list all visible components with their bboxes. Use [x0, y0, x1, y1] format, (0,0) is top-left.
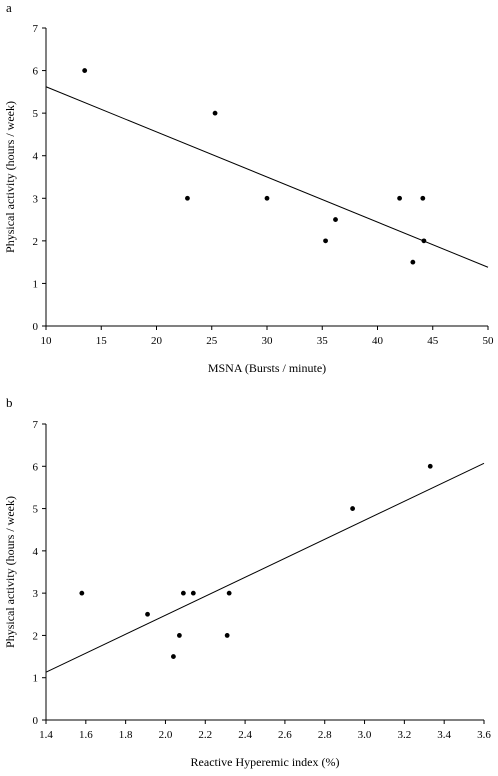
panel-b-y-axis-title: Physical activity (hours / week) [3, 496, 17, 648]
y-tick-label: 5 [33, 108, 39, 120]
y-tick-label: 2 [33, 630, 39, 642]
data-point [421, 238, 427, 244]
y-tick-label: 3 [33, 193, 39, 205]
x-tick-label: 15 [96, 335, 108, 347]
y-tick-label: 6 [33, 66, 39, 78]
y-tick-label: 7 [33, 23, 39, 35]
data-point [180, 590, 186, 596]
x-tick-label: 30 [262, 335, 274, 347]
data-point [264, 195, 270, 201]
data-point [226, 590, 232, 596]
x-tick-label: 10 [41, 335, 53, 347]
x-tick-label: 25 [206, 335, 218, 347]
panel-a-y-axis-title: Physical activity (hours / week) [3, 101, 17, 253]
x-tick-label: 1.6 [79, 729, 93, 741]
y-tick-label: 3 [33, 588, 39, 600]
x-tick-label: 3.6 [477, 729, 491, 741]
data-point [185, 195, 190, 201]
y-tick-label: 2 [33, 236, 39, 248]
data-point [171, 654, 176, 659]
x-tick-label: 2.2 [198, 729, 212, 741]
y-tick-label: 1 [33, 278, 39, 290]
panel-b-points [79, 463, 433, 659]
x-tick-label: 2.0 [159, 729, 173, 741]
data-point [145, 611, 150, 617]
y-tick-label: 4 [33, 546, 39, 558]
data-point [333, 217, 338, 222]
data-point [350, 506, 355, 511]
panel-a-points [82, 68, 427, 265]
panel-b-x-axis-title: Reactive Hyperemic index (%) [191, 755, 340, 769]
data-point [323, 238, 328, 244]
y-tick-label: 5 [33, 504, 39, 516]
x-tick-label: 35 [317, 335, 329, 347]
panel-b-trendline [45, 462, 485, 673]
data-point [224, 633, 230, 638]
data-point [410, 259, 416, 265]
x-tick-label: 2.8 [318, 729, 332, 741]
data-point [420, 195, 426, 201]
panel-a-trendline [45, 86, 489, 268]
x-tick-label: 1.4 [39, 729, 53, 741]
data-point [79, 590, 85, 596]
panel-b: b 0 1 2 3 4 5 6 7 1.4 1.6 1.8 2.0 2.2 2.4 2.6 2.8 3.0 3.… [3, 395, 491, 769]
y-tick-label: 4 [33, 151, 39, 163]
panel-a-x-ticks: 10 15 20 25 30 35 40 45 50 [41, 326, 495, 347]
x-tick-label: 3.2 [397, 729, 411, 741]
panel-a-y-ticks: 0 1 2 3 4 5 6 7 [33, 23, 46, 333]
x-tick-label: 2.6 [278, 729, 292, 741]
y-tick-label: 7 [33, 419, 39, 431]
x-tick-label: 50 [483, 335, 495, 347]
data-point [176, 633, 182, 638]
x-tick-label: 40 [372, 335, 384, 347]
x-tick-label: 3.4 [437, 729, 451, 741]
data-point [190, 590, 196, 596]
x-tick-label: 2.4 [238, 729, 252, 741]
panel-b-y-ticks: 0 1 2 3 4 5 6 7 [33, 419, 46, 727]
x-tick-label: 45 [427, 335, 439, 347]
panel-b-x-ticks: 1.4 1.6 1.8 2.0 2.2 2.4 2.6 2.8 3.0 3.2 3.4 3.6 [39, 720, 491, 741]
data-point [212, 110, 218, 116]
panel-a-x-axis-title: MSNA (Bursts / minute) [208, 361, 326, 375]
data-point [82, 68, 88, 73]
y-tick-label: 1 [33, 673, 39, 685]
panel-b-label: b [6, 395, 13, 410]
data-point [397, 195, 402, 201]
y-tick-label: 0 [33, 321, 39, 333]
panel-a-label: a [6, 0, 12, 15]
y-tick-label: 0 [33, 715, 39, 727]
data-point [427, 463, 433, 469]
x-tick-label: 20 [151, 335, 163, 347]
y-tick-label: 6 [33, 461, 39, 473]
x-tick-label: 1.8 [119, 729, 133, 741]
x-tick-label: 3.0 [358, 729, 372, 741]
